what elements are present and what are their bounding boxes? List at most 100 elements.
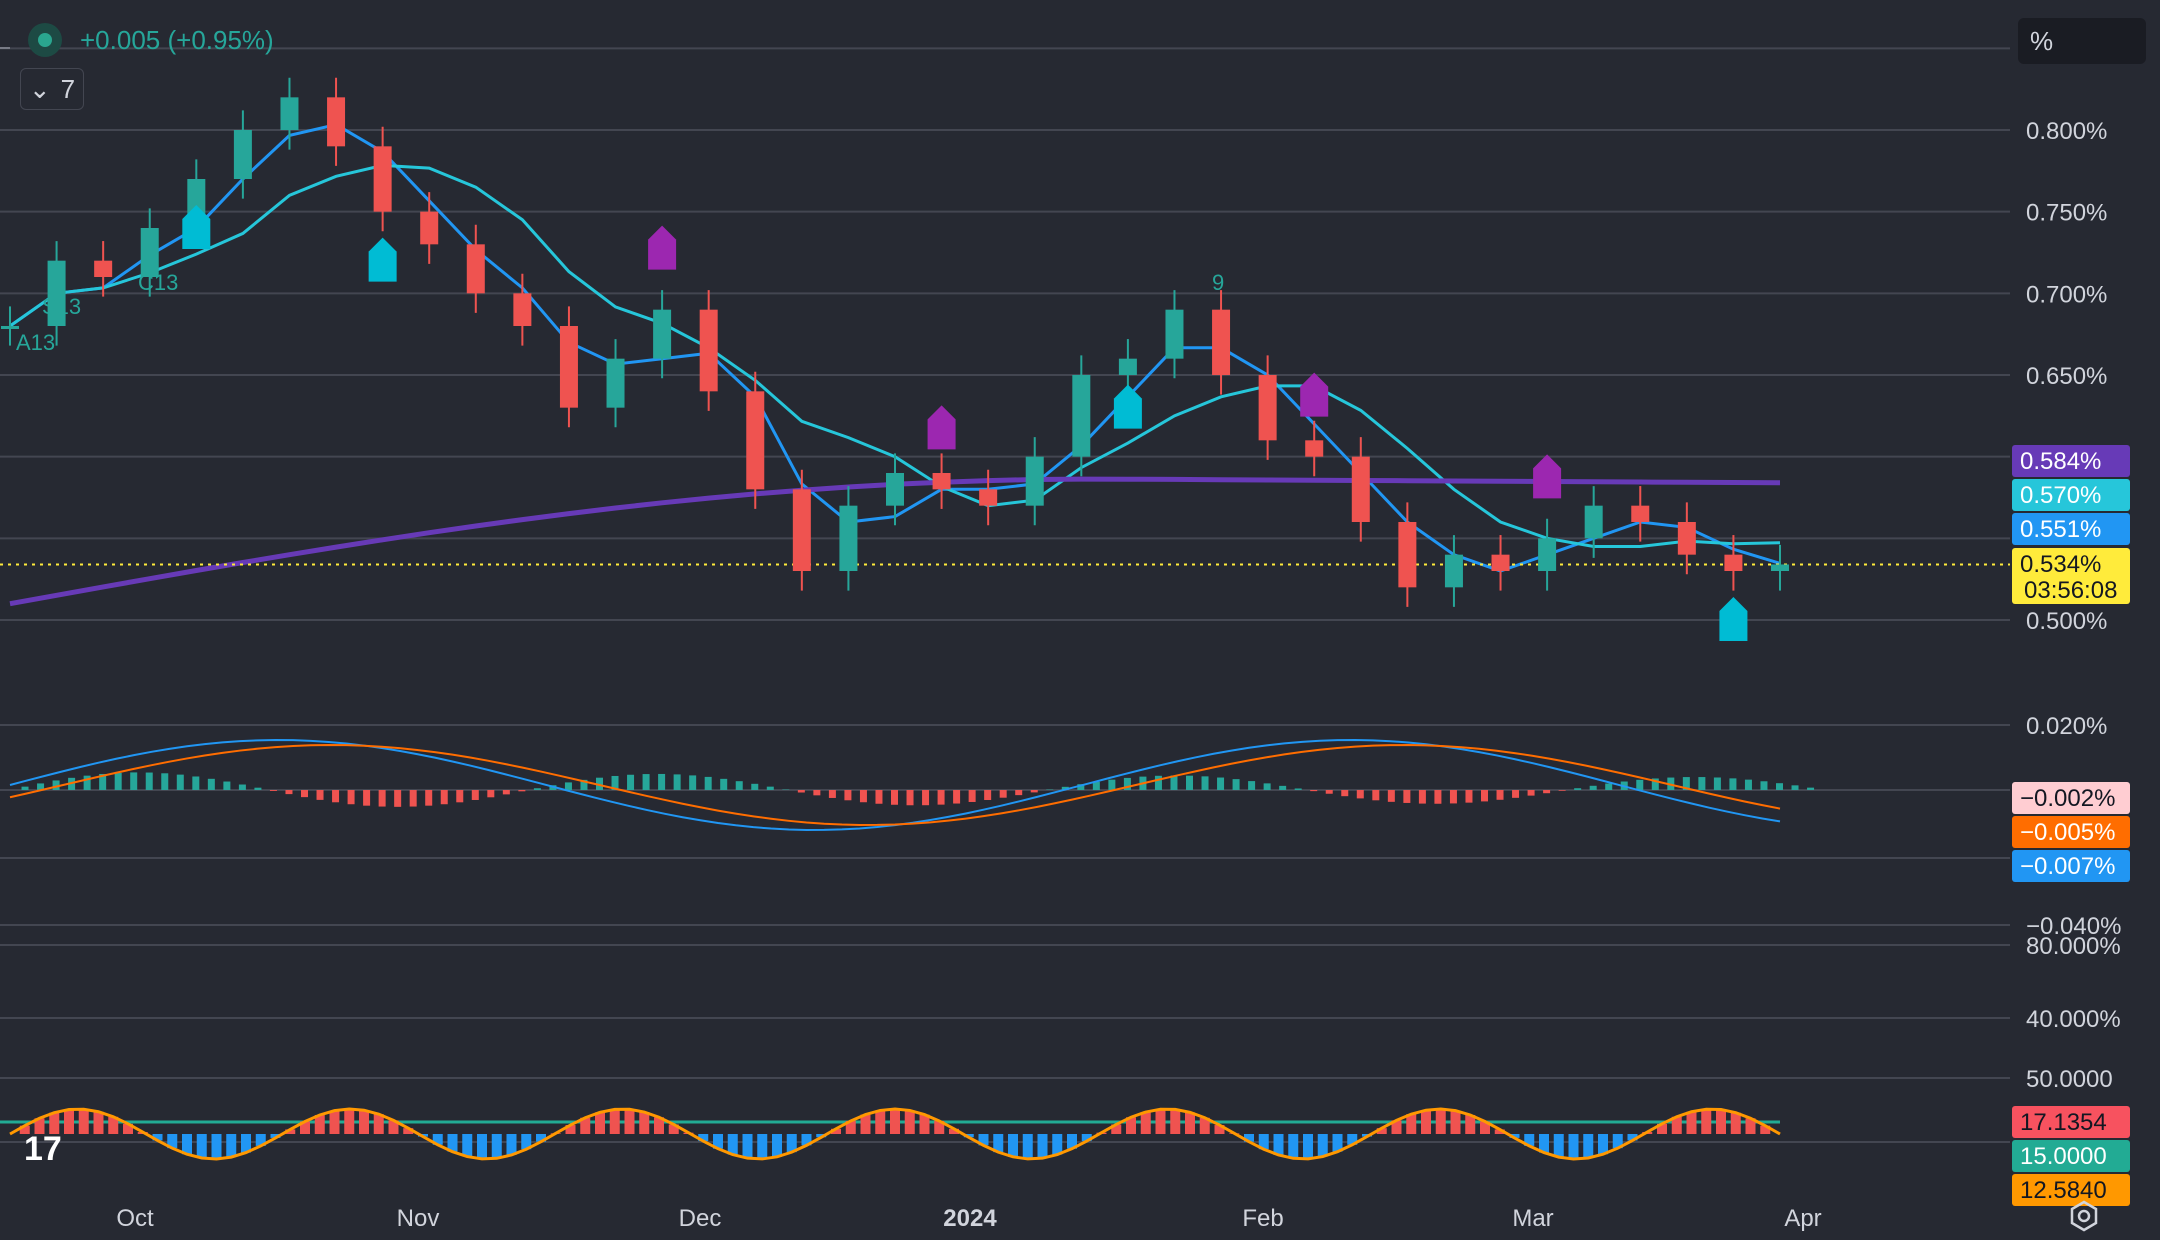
macd-histogram-bar [596,777,603,790]
grid-lines [0,47,2010,1143]
oscillator-bar [359,1110,369,1134]
macd-signal-line [9,744,1781,826]
oscillator-bar [1568,1134,1579,1159]
candle-body [792,489,811,571]
candle-body [979,489,998,506]
macd-value-label: −0.005% [2020,819,2115,846]
price-labels: 0.584% 0.570% 0.551% 0.534%03:56:08 −0.002% −… [16,270,2130,1206]
ma-price-label: 0.584% [2020,448,2101,475]
candle-annotation: 9 [1212,270,1224,295]
macd-histogram-bar [1123,777,1131,790]
oscillator-bar [919,1114,930,1134]
oscillator-bar [580,1117,591,1134]
oscillator-bar [1627,1134,1638,1141]
candle-body [699,309,718,392]
macd-histogram-bar [999,790,1007,798]
macd-histogram-bar [1605,783,1613,790]
oscillator-bar [1671,1116,1682,1134]
scale-mode-label: % [2030,25,2054,56]
oscillator-bar [1170,1109,1181,1134]
oscillator-value-label: 12.5840 [2020,1177,2107,1204]
oscillator-bar [521,1134,532,1150]
macd-histogram-bar [813,790,821,796]
time-axis[interactable]: Oct Nov Dec 2024 Feb Mar Apr [116,1205,1821,1232]
oscillator-bar [1258,1134,1269,1150]
macd-histogram-bar [99,773,107,790]
oscillator-bar [1480,1121,1490,1134]
oscillator-bar [1199,1117,1210,1134]
indicator-count: 7 [60,73,76,104]
oscillator-bar [757,1134,768,1159]
macd-value-label: −0.007% [2020,853,2115,880]
status-dot-icon [28,23,62,57]
price-axis[interactable]: 0.800% 0.750% 0.700% 0.650% 0.500% 0.020% −0.0… [2026,118,2121,1093]
macd-histogram-bar [1248,781,1256,790]
macd-histogram-bar [332,790,340,803]
oscillator-bar [668,1124,679,1134]
oscillator-bar [491,1134,502,1159]
oscillator-bar [1347,1134,1358,1145]
oscillator-bar [285,1129,296,1134]
macd-histogram-bar [1449,790,1457,804]
oscillator-tick-label: 80.000% [2026,933,2121,960]
macd-histogram-bar [1713,777,1721,790]
macd-histogram-bar [471,790,479,800]
oscillator-bar [1037,1134,1048,1159]
oscillator-bar [993,1134,1004,1153]
macd-histogram-bar [1325,790,1333,794]
macd-histogram-bar [766,786,774,790]
macd-histogram-bar [1294,788,1302,790]
oscillator-bar [506,1134,517,1155]
oscillator-bar [978,1134,989,1146]
price-tick-label: 0.700% [2026,281,2107,308]
candle-body [1305,440,1324,457]
time-tick-label: Oct [116,1205,154,1232]
price-tick-label: 0.800% [2026,118,2107,145]
macd-histogram-bar [1729,778,1737,790]
oscillator-bar [1435,1109,1446,1134]
candle-body [1631,505,1650,522]
macd-histogram-bar [1387,790,1395,802]
candle-body [1,326,19,329]
oscillator-bar [786,1134,797,1153]
oscillator-bar [904,1110,915,1134]
macd-histogram-bar [1558,790,1566,791]
time-tick-label: 2024 [943,1205,997,1232]
macd-histogram-bar [859,790,867,803]
macd-histogram-bar [580,779,588,790]
candle-body [47,260,66,326]
macd-tick-label: 0.020% [2026,713,2107,740]
macd-histogram-bar [1232,779,1240,790]
macd-histogram-bar [1682,777,1690,790]
macd-histogram-bar [1543,790,1551,794]
macd-histogram-bar [735,781,743,790]
oscillator-bar [1421,1110,1431,1134]
oscillator-bar [167,1134,178,1149]
oscillator-bar [609,1109,620,1134]
oscillator-bar [1022,1134,1033,1159]
oscillator-value-label-bg [2012,1174,2130,1206]
macd-histogram-bar [269,790,277,791]
sell-signal-marker [927,405,956,450]
collapse-indicators-button[interactable]: ⌄ 7 [20,68,84,110]
oscillator-bar [1052,1134,1063,1155]
macd-histogram-bar [52,780,60,790]
macd-histogram-bar [301,790,308,798]
macd-histogram-bar [1418,790,1426,804]
oscillator-bar [1081,1134,1092,1142]
candle-annotation: C13 [138,270,178,295]
chart-settings-icon[interactable] [2066,1198,2102,1234]
oscillator-bar [152,1134,163,1141]
macd-histogram-bar [1030,790,1038,793]
oscillator-bar [447,1134,458,1152]
oscillator-bar [241,1134,251,1153]
scale-mode-box[interactable]: % [2018,18,2146,64]
macd-histogram-bar [1186,775,1193,790]
candle-body [746,391,765,490]
signal-markers [182,205,1748,641]
candle-body [420,211,439,245]
candle-body [839,505,858,571]
candle-body [1677,522,1696,555]
oscillator-bar [1214,1125,1225,1134]
